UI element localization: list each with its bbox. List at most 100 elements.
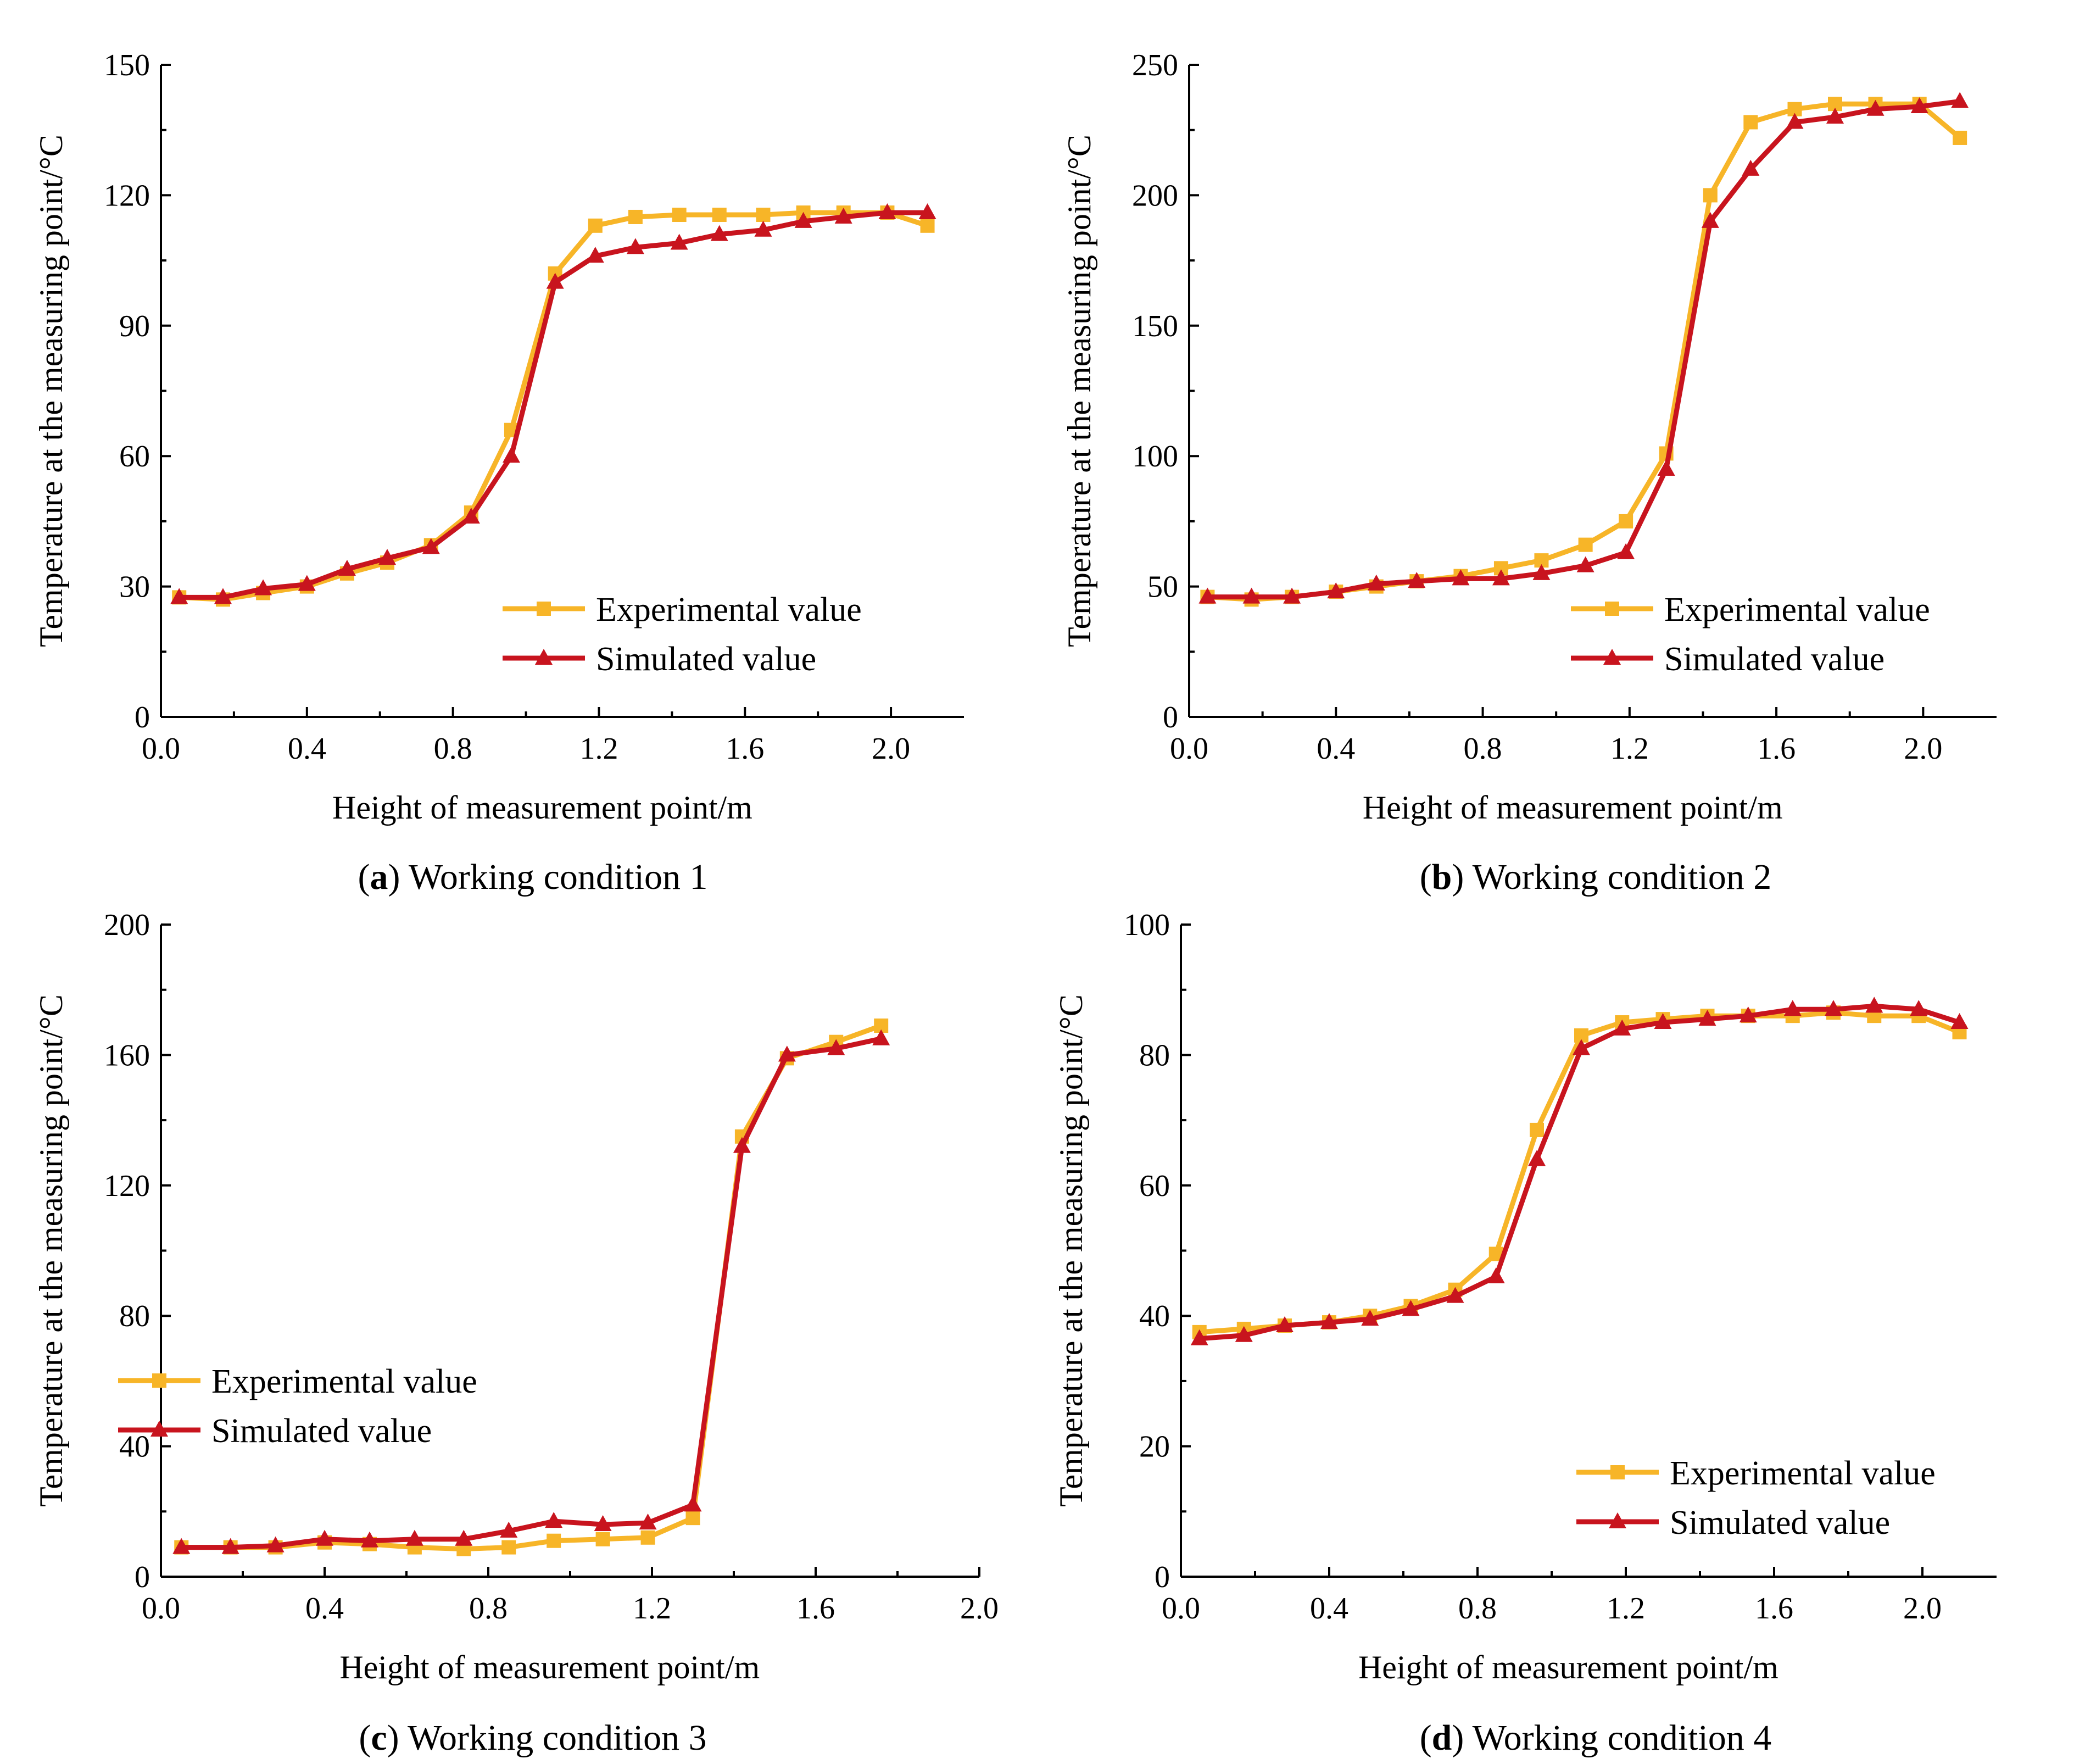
panel-caption: (c) Working condition 3 xyxy=(359,1718,706,1758)
caption-text: ) Working condition 4 xyxy=(1452,1718,1771,1758)
y-tick-label: 150 xyxy=(1132,309,1178,343)
simulated-point xyxy=(1573,1039,1590,1055)
y-tick-label: 80 xyxy=(119,1299,150,1333)
experimental-point xyxy=(1530,1122,1544,1137)
experimental-point xyxy=(1953,130,1967,145)
y-tick-label: 160 xyxy=(104,1038,150,1072)
legend-square-marker xyxy=(537,602,551,616)
experimental-point xyxy=(1578,537,1593,552)
caption-letter: a xyxy=(370,857,388,897)
simulated-point xyxy=(545,1512,563,1528)
chart-panel-a: 0.0 0.4 0.8 1.2 1.6 2.0 0 30 60 90 120 150 Height of… xyxy=(33,48,964,897)
simulated-point xyxy=(422,538,440,554)
experimental-point xyxy=(712,208,727,222)
simulated-point xyxy=(594,1515,612,1532)
simulated-point xyxy=(1739,1006,1757,1023)
x-tick-label: 1.6 xyxy=(796,1592,835,1626)
simulated-point xyxy=(316,1529,333,1546)
caption-open-paren: ( xyxy=(358,857,370,897)
simulated-point xyxy=(1786,113,1804,129)
simulated-point xyxy=(338,559,356,576)
x-tick-label: 0.4 xyxy=(1310,1592,1348,1626)
simulated-point xyxy=(1951,92,1969,108)
y-tick-label: 30 xyxy=(119,570,150,604)
experimental-point xyxy=(501,1540,516,1555)
simulated-point xyxy=(778,1045,796,1062)
legend: Experimental value Simulated value xyxy=(503,591,862,678)
x-axis-title: Height of measurement point/m xyxy=(1358,1649,1778,1685)
x-tick-label: 0.4 xyxy=(1317,732,1355,766)
simulated-point xyxy=(405,1529,423,1546)
x-tick-label: 1.6 xyxy=(1757,732,1796,766)
x-tick-label: 0.4 xyxy=(305,1592,344,1626)
simulated-point xyxy=(221,1538,239,1554)
x-tick-label: 2.0 xyxy=(872,732,910,766)
simulated-point xyxy=(1532,564,1551,580)
simulated-point xyxy=(1242,587,1261,604)
legend-label-experimental: Experimental value xyxy=(1670,1455,1936,1492)
simulated-point xyxy=(684,1495,702,1512)
experimental-point xyxy=(1703,188,1718,203)
y-tick-label: 40 xyxy=(119,1430,150,1464)
x-tick-label: 2.0 xyxy=(960,1592,999,1626)
simulated-point xyxy=(360,1531,378,1548)
x-tick-label: 1.2 xyxy=(1610,732,1649,766)
simulated-point xyxy=(872,1029,890,1045)
x-axis-title: Height of measurement point/m xyxy=(332,789,752,826)
x-tick-label: 0.4 xyxy=(288,732,326,766)
y-tick-label: 0 xyxy=(135,1560,150,1594)
x-tick-label: 0.8 xyxy=(1458,1592,1497,1626)
chart-panel-b: 0.0 0.4 0.8 1.2 1.6 2.0 0 50 100 150 200 250 Height … xyxy=(1061,48,1997,897)
simulated-point xyxy=(710,225,728,241)
simulated-point xyxy=(1408,572,1426,588)
chart-panel-d: 0.0 0.4 0.8 1.2 1.6 2.0 0 20 40 60 80 100 Height of … xyxy=(1053,908,1997,1758)
simulated-point xyxy=(1950,1013,1969,1030)
legend-label-simulated: Simulated value xyxy=(1664,641,1885,678)
y-axis-title: Temperature at the measuring point/°C xyxy=(1061,135,1097,647)
y-tick-label: 60 xyxy=(119,439,150,474)
y-tick-label: 90 xyxy=(119,309,150,343)
simulated-point xyxy=(1825,1000,1842,1016)
y-tick-label: 200 xyxy=(104,908,150,942)
simulated-point xyxy=(586,247,604,263)
simulated-point xyxy=(1320,1313,1338,1329)
simulated-point xyxy=(639,1513,657,1530)
x-tick-label: 0.8 xyxy=(1464,732,1502,766)
simulated-point xyxy=(254,579,272,596)
y-tick-label: 20 xyxy=(1139,1430,1170,1464)
simulated-point xyxy=(1826,107,1844,124)
simulated-point xyxy=(378,549,397,565)
simulated-point xyxy=(1910,97,1928,113)
experimental-point xyxy=(595,1532,610,1546)
x-tick-label: 1.2 xyxy=(1607,1592,1645,1626)
legend: Experimental value Simulated value xyxy=(1571,591,1930,678)
experimental-point xyxy=(547,1533,561,1548)
panel-caption: (d) Working condition 4 xyxy=(1420,1718,1772,1758)
simulated-point xyxy=(298,575,316,591)
chart-panel-c: 0.0 0.4 0.8 1.2 1.6 2.0 0 40 80 120 160 200 Height o… xyxy=(33,908,999,1758)
y-tick-label: 0 xyxy=(135,700,150,734)
simulated-point xyxy=(918,203,936,220)
x-axis-title: Height of measurement point/m xyxy=(1363,789,1783,826)
x-tick-label: 2.0 xyxy=(1903,1592,1942,1626)
y-tick-label: 100 xyxy=(1124,908,1170,942)
simulated-point xyxy=(502,447,520,463)
y-tick-label: 120 xyxy=(104,1169,150,1203)
y-tick-label: 120 xyxy=(104,179,150,213)
y-axis-title: Temperature at the measuring point/°C xyxy=(33,135,69,647)
x-tick-label: 0.8 xyxy=(434,732,472,766)
x-tick-label: 1.6 xyxy=(1755,1592,1793,1626)
legend: Experimental value Simulated value xyxy=(118,1363,477,1450)
simulated-point xyxy=(1613,1019,1631,1036)
experimental-point xyxy=(1743,115,1758,130)
simulated-point xyxy=(1865,997,1883,1013)
simulated-point xyxy=(1367,574,1385,591)
legend-label-experimental: Experimental value xyxy=(211,1363,477,1400)
legend-triangle-marker xyxy=(150,1421,168,1437)
simulated-point xyxy=(455,1529,473,1546)
legend-label-simulated: Simulated value xyxy=(596,641,816,678)
simulated-point xyxy=(670,233,688,250)
simulated-point xyxy=(500,1521,518,1538)
x-tick-label: 0.0 xyxy=(1170,732,1208,766)
simulated-point xyxy=(1446,1287,1464,1303)
